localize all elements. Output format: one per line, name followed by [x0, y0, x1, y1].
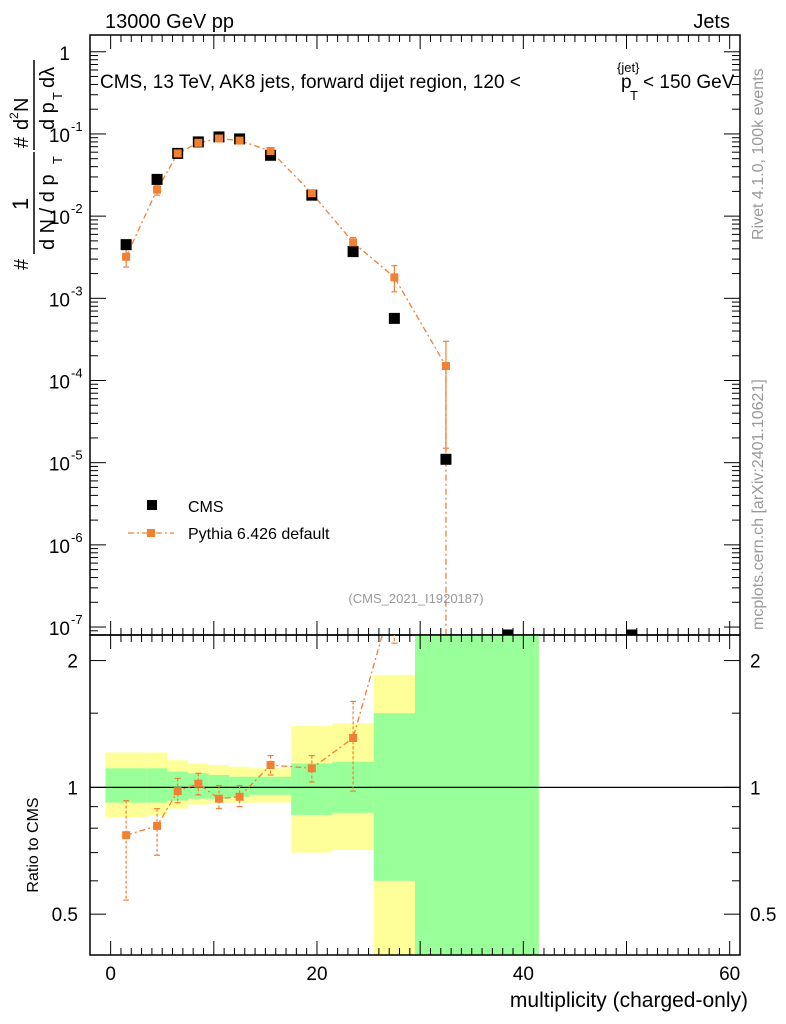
cms-point-8: [347, 246, 359, 258]
main-panel: 10 -710 -610 -510 -410 -310 -210 -11: [49, 34, 741, 640]
y-tick-label-6: 10: [49, 126, 70, 147]
title-sup: {jet}: [617, 60, 640, 75]
ylabel-hash-2: #: [11, 136, 33, 148]
cms-point-10: [440, 453, 452, 465]
pythia-point-8: [349, 238, 358, 247]
legend-pythia-label: Pythia 6.426 default: [188, 526, 330, 543]
y-tick-label-5: 10: [49, 208, 70, 229]
pythia-point-6: [266, 147, 275, 156]
cms-point-12: [626, 629, 638, 635]
y-tick-label-0: 10: [49, 619, 70, 640]
title-main: CMS, 13 TeV, AK8 jets, forward dijet reg…: [100, 72, 521, 93]
ylabel-lambda: dλ: [37, 67, 59, 88]
ratio-point-3: [194, 779, 203, 788]
pythia-point-1: [153, 185, 162, 194]
x-tick-label-60: 60: [719, 964, 740, 985]
ratio-tick-label-right-2: 2: [750, 652, 761, 673]
ylabel-hash-1: #: [11, 258, 33, 270]
ylabel-num-sup: 2: [7, 112, 21, 119]
ratio-band-green-0: [105, 768, 147, 803]
pythia-line: [125, 137, 447, 635]
y-tick-exp-1: -6: [71, 530, 83, 545]
pythia-point-7: [307, 189, 316, 198]
pythia-point-9: [390, 273, 399, 282]
title-sub: T: [630, 88, 638, 103]
ratio-frame: [89, 634, 741, 956]
ratio-point-6: [266, 761, 275, 770]
ratio-data: [122, 635, 398, 901]
ratio-line: [125, 635, 384, 836]
cms-point-11: [502, 629, 514, 635]
legend-cms-label: CMS: [188, 499, 224, 516]
cms-point-9: [388, 312, 400, 324]
ratio-band-green-6: [249, 776, 292, 795]
energy-label: 13000 GeV pp: [105, 11, 234, 33]
legend-cms-marker: [147, 500, 157, 510]
rivet-label: Rivet 4.1.0, 100k events: [750, 68, 767, 240]
ratio-point-4: [214, 794, 223, 803]
ylabel-num: d: [11, 119, 33, 130]
ratio-point-7: [307, 764, 316, 773]
ratio-point-8: [349, 733, 358, 742]
pythia-point-3: [194, 138, 203, 147]
ratio-panel: 0 20 40 60 0.5 0.5 1 1 2 2: [52, 634, 776, 985]
ratio-tick-label-right-0.5: 0.5: [750, 905, 776, 926]
ratio-band-green-1: [146, 768, 168, 803]
y-tick-exp-3: -4: [71, 365, 83, 380]
cms-point-0: [120, 239, 132, 251]
ratio-tick-label-left-1: 1: [67, 778, 78, 799]
y-axis-label: # 1 d N / d p T # d 2 N d p T dλ: [7, 60, 65, 270]
ratio-point-0: [122, 831, 131, 840]
pythia-point-2: [173, 149, 182, 158]
ratio-bands: [105, 635, 539, 955]
y-tick-exp-0: -7: [71, 612, 83, 627]
y-tick-label-4: 10: [49, 290, 70, 311]
y-tick-label-2: 10: [49, 455, 70, 476]
legend-pythia-marker: [147, 529, 155, 537]
ratio-y-label: Ratio to CMS: [25, 797, 42, 892]
x-axis-label: multiplicity (charged-only): [510, 989, 748, 1012]
y-tick-exp-5: -2: [71, 201, 83, 216]
pythia-point-4: [214, 134, 223, 143]
y-tick-label-7: 1: [59, 44, 70, 65]
title-p: p: [621, 72, 632, 93]
ratio-band-green-10: [415, 635, 539, 955]
cms-point-6: [265, 149, 277, 161]
cms-point-1: [151, 173, 163, 185]
x-tick-label-20: 20: [306, 964, 327, 985]
mcplots-label: mcplots.cern.ch [arXiv:2401.10621]: [750, 379, 767, 630]
ylabel-den: d N / d p: [37, 174, 59, 250]
main-frame: [89, 34, 741, 636]
ratio-tick-label-left-2: 2: [67, 652, 78, 673]
ratio-band-green-9: [373, 713, 415, 881]
title-end: < 150 GeV: [643, 72, 735, 93]
analysis-id: (CMS_2021_I1920187): [348, 591, 483, 606]
ylabel-den2-sub: T: [50, 92, 65, 100]
y-tick-exp-2: -5: [71, 448, 83, 463]
ratio-tick-label-left-0.5: 0.5: [52, 905, 78, 926]
pythia-point-0: [122, 252, 131, 261]
ratio-point-2: [173, 787, 182, 796]
x-tick-label-0: 0: [105, 964, 116, 985]
pythia-point-10: [441, 362, 450, 371]
plot-title: CMS, 13 TeV, AK8 jets, forward dijet reg…: [100, 60, 735, 103]
category-label: Jets: [693, 11, 730, 33]
ylabel-num-tail: N: [11, 98, 33, 112]
y-tick-label-3: 10: [49, 372, 70, 393]
ylabel-den-sub: T: [50, 156, 65, 164]
ratio-point-5: [235, 792, 244, 801]
y-tick-exp-4: -3: [71, 283, 83, 298]
x-tick-label-40: 40: [513, 964, 534, 985]
y-tick-label-1: 10: [49, 537, 70, 558]
ratio-tick-label-right-1: 1: [750, 778, 761, 799]
legend: CMS Pythia 6.426 default: [128, 499, 330, 543]
pythia-point-5: [235, 136, 244, 145]
ylabel-den2: d p: [37, 102, 59, 130]
ratio-point-1: [153, 821, 162, 830]
y-tick-exp-6: -1: [71, 119, 83, 134]
ylabel-one: 1: [8, 198, 33, 210]
main-data: [120, 131, 638, 635]
